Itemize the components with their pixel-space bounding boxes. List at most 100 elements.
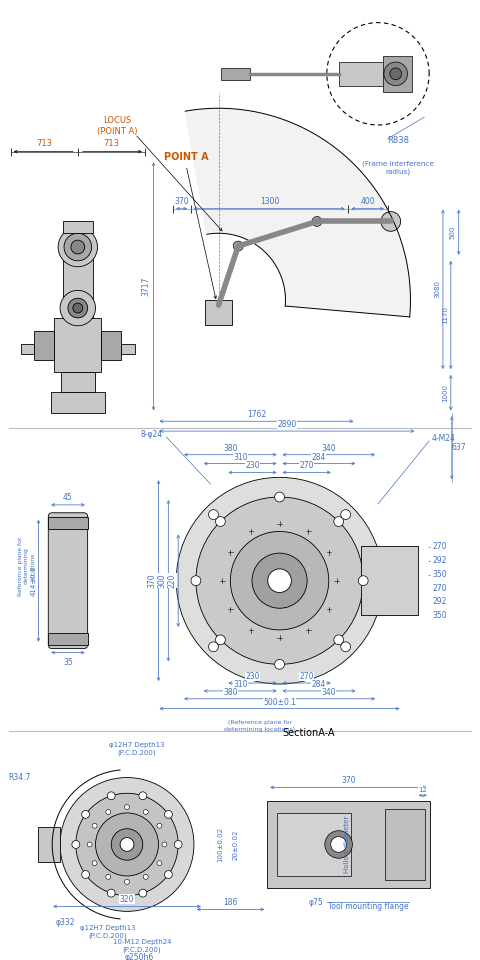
Text: 10-M12 Depth24
(P.C.D.200): 10-M12 Depth24 (P.C.D.200) bbox=[112, 939, 171, 953]
Circle shape bbox=[216, 516, 225, 526]
Circle shape bbox=[386, 217, 396, 227]
Text: 350: 350 bbox=[432, 569, 447, 579]
Text: 1170: 1170 bbox=[442, 306, 448, 324]
Text: 3080: 3080 bbox=[434, 280, 440, 299]
Text: 230: 230 bbox=[245, 672, 260, 681]
Circle shape bbox=[208, 510, 218, 519]
Text: 4-M24: 4-M24 bbox=[432, 434, 456, 443]
Circle shape bbox=[233, 241, 243, 251]
Text: 713: 713 bbox=[36, 138, 52, 148]
Text: φ12H7 Depth13
(P.C.D.200): φ12H7 Depth13 (P.C.D.200) bbox=[80, 925, 135, 939]
Circle shape bbox=[106, 875, 111, 879]
Circle shape bbox=[208, 642, 218, 652]
Circle shape bbox=[165, 871, 172, 878]
Circle shape bbox=[96, 813, 158, 876]
Circle shape bbox=[341, 642, 350, 652]
Bar bbox=[205, 300, 232, 324]
Text: 340: 340 bbox=[322, 444, 336, 453]
Text: φ250h6: φ250h6 bbox=[124, 952, 154, 960]
Circle shape bbox=[191, 576, 201, 586]
Text: φ12H7 Depth13
(P.C.D.200): φ12H7 Depth13 (P.C.D.200) bbox=[109, 742, 165, 756]
Text: 300: 300 bbox=[157, 573, 167, 588]
Circle shape bbox=[124, 804, 130, 809]
Circle shape bbox=[268, 569, 291, 592]
Text: Hollow diameter: Hollow diameter bbox=[344, 816, 350, 873]
Text: 1300: 1300 bbox=[260, 197, 279, 205]
Circle shape bbox=[92, 861, 97, 866]
Circle shape bbox=[165, 810, 172, 818]
Bar bbox=[277, 813, 351, 876]
Circle shape bbox=[196, 497, 363, 664]
Circle shape bbox=[68, 299, 88, 318]
Bar bbox=[38, 827, 60, 862]
Text: φ75: φ75 bbox=[309, 898, 324, 906]
Circle shape bbox=[334, 635, 344, 645]
Circle shape bbox=[139, 889, 147, 897]
Circle shape bbox=[390, 68, 402, 80]
Text: SectionA-A: SectionA-A bbox=[283, 729, 336, 738]
Circle shape bbox=[358, 576, 368, 586]
Text: 310: 310 bbox=[233, 680, 248, 689]
Text: (Frame interference
radius): (Frame interference radius) bbox=[362, 160, 433, 175]
Text: φ332: φ332 bbox=[55, 918, 75, 927]
Text: 2890: 2890 bbox=[277, 420, 297, 429]
Text: 637: 637 bbox=[452, 444, 467, 452]
Circle shape bbox=[139, 792, 147, 800]
FancyBboxPatch shape bbox=[48, 513, 88, 649]
Text: 8-φ24: 8-φ24 bbox=[141, 430, 163, 439]
Circle shape bbox=[124, 879, 130, 884]
Circle shape bbox=[58, 228, 97, 267]
Bar bbox=[51, 392, 105, 414]
Bar bbox=[63, 222, 93, 233]
Circle shape bbox=[106, 809, 111, 814]
Circle shape bbox=[143, 809, 148, 814]
Circle shape bbox=[60, 290, 96, 325]
Circle shape bbox=[157, 861, 162, 866]
Text: Reference plane for
determining
locations: Reference plane for determining location… bbox=[18, 537, 36, 595]
Bar bbox=[121, 345, 135, 354]
Bar bbox=[35, 330, 54, 360]
Circle shape bbox=[87, 842, 92, 847]
Bar bbox=[267, 802, 430, 888]
Circle shape bbox=[60, 778, 194, 911]
Text: 20±0.02: 20±0.02 bbox=[233, 829, 239, 859]
Text: 500: 500 bbox=[450, 226, 456, 239]
Text: 230: 230 bbox=[245, 462, 260, 470]
Text: 270: 270 bbox=[300, 672, 314, 681]
Text: 12: 12 bbox=[419, 787, 427, 793]
Text: 380: 380 bbox=[223, 444, 238, 453]
Text: 1000: 1000 bbox=[442, 384, 448, 401]
Text: 292: 292 bbox=[432, 556, 446, 565]
Bar bbox=[385, 809, 425, 880]
Text: POINT A: POINT A bbox=[164, 153, 208, 162]
Text: 3717: 3717 bbox=[142, 276, 151, 296]
Text: 320: 320 bbox=[120, 895, 134, 903]
Circle shape bbox=[252, 553, 307, 609]
Text: 713: 713 bbox=[103, 138, 119, 148]
Circle shape bbox=[157, 824, 162, 828]
Bar bbox=[54, 318, 101, 372]
Text: 270: 270 bbox=[432, 542, 446, 551]
Circle shape bbox=[275, 660, 285, 669]
Circle shape bbox=[275, 492, 285, 502]
Circle shape bbox=[331, 836, 347, 852]
Text: 35: 35 bbox=[63, 659, 73, 667]
Text: 370: 370 bbox=[147, 573, 156, 588]
Text: LOCUS
(POINT A): LOCUS (POINT A) bbox=[97, 116, 137, 136]
Circle shape bbox=[334, 516, 344, 526]
Text: 400: 400 bbox=[361, 197, 375, 205]
Text: 284: 284 bbox=[312, 452, 326, 462]
Text: 186: 186 bbox=[223, 899, 238, 907]
Text: R34.7: R34.7 bbox=[8, 773, 31, 782]
Text: 270: 270 bbox=[300, 462, 314, 470]
Circle shape bbox=[216, 635, 225, 645]
Text: Tool mounting flange: Tool mounting flange bbox=[328, 901, 408, 910]
Circle shape bbox=[107, 889, 115, 897]
Text: 45: 45 bbox=[63, 492, 73, 502]
Text: 340: 340 bbox=[322, 687, 336, 697]
Text: R838: R838 bbox=[387, 135, 408, 145]
Circle shape bbox=[107, 792, 115, 800]
Circle shape bbox=[312, 217, 322, 227]
Circle shape bbox=[341, 510, 350, 519]
Bar bbox=[48, 633, 88, 645]
